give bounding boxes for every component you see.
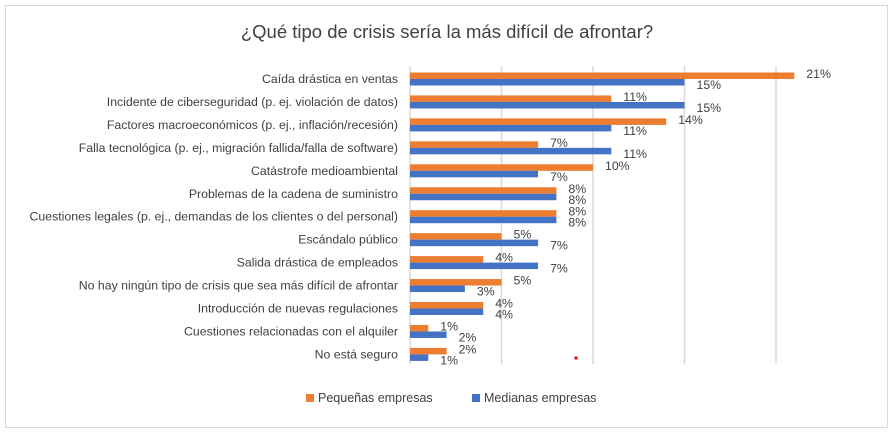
bar-pequenas [410,233,502,240]
category-label: Introducción de nuevas regulaciones [198,302,398,316]
bar-pequenas [410,118,667,125]
data-label: 21% [806,67,831,81]
category-label: No está seguro [315,347,399,361]
data-label: 8% [568,205,586,219]
data-label: 1% [440,319,458,333]
bar-medianas [410,216,557,224]
bar-pequenas [410,95,612,102]
bar-pequenas [410,210,557,217]
bar-pequenas [410,256,484,263]
category-label: Incidente de ciberseguridad (p. ej. viol… [107,95,398,109]
bar-pequenas [410,347,447,355]
chart-title: ¿Qué tipo de crisis sería la más difícil… [241,21,653,42]
data-label: 15% [697,101,722,115]
data-label: 4% [495,251,513,265]
category-label: Factores macroeconómicos (p. ej., inflac… [107,118,398,132]
data-label: 5% [514,228,532,242]
bar-medianas [410,147,612,155]
data-label: 7% [550,239,568,253]
data-label: 7% [550,262,568,276]
category-label: Escándalo público [298,233,398,247]
bar-pequenas [410,324,429,332]
data-labels: 21%15%11%15%14%11%7%11%10%7%8%8%8%8%5%7%… [440,67,831,367]
bar-pequenas [410,72,795,79]
data-label: 3% [477,285,495,299]
bar-medianas [410,308,484,315]
data-label: 4% [495,297,513,311]
legend: Pequeñas empresas Medianas empresas [306,391,597,405]
bars [410,72,795,361]
data-label: 11% [623,90,647,104]
legend-swatch-medianas [472,394,480,402]
bar-medianas [410,331,447,338]
category-label: Catástrofe medioambiental [251,164,398,178]
category-label: Problemas de la cadena de suministro [189,187,398,201]
bar-pequenas [410,187,557,194]
category-label: Caída drástica en ventas [262,72,398,86]
data-label: 1% [440,353,458,367]
category-label: No hay ningún tipo de crisis que sea más… [79,279,398,293]
legend-label-pequenas: Pequeñas empresas [318,391,433,405]
data-label: 8% [568,216,586,230]
category-label: Cuestiones legales (p. ej., demandas de … [30,210,398,224]
bar-medianas [410,79,685,86]
category-label: Falla tecnológica (p. ej., migración fal… [79,141,398,155]
data-label: 2% [459,330,477,344]
bar-medianas [410,239,539,247]
bar-medianas [410,354,429,361]
bar-medianas [410,170,539,178]
data-label: 15% [697,78,722,92]
bar-pequenas [410,164,593,171]
legend-label-medianas: Medianas empresas [484,391,597,405]
bar-medianas [410,285,465,293]
category-label: Salida drástica de empleados [237,256,398,270]
data-label: 11% [623,124,647,138]
legend-swatch-pequenas [306,394,314,402]
category-label: Cuestiones relacionadas con el alquiler [184,324,398,338]
data-label: 7% [550,136,568,150]
data-label: 4% [495,308,513,322]
data-label: 5% [514,274,532,288]
data-label: 10% [605,159,630,173]
bar-medianas [410,193,557,201]
data-label: 8% [568,182,586,196]
bar-medianas [410,124,612,132]
stray-dot [574,356,578,360]
bar-medianas [410,101,685,109]
bar-medianas [410,262,539,270]
data-label: 8% [568,193,586,207]
bar-pequenas [410,141,539,148]
data-label: 2% [459,342,477,356]
category-labels: Caída drástica en ventas Incidente de cib… [30,72,399,361]
data-label: 7% [550,170,568,184]
data-label: 11% [623,147,647,161]
bar-pequenas [410,279,502,286]
bar-pequenas [410,302,484,309]
data-label: 14% [678,113,703,127]
